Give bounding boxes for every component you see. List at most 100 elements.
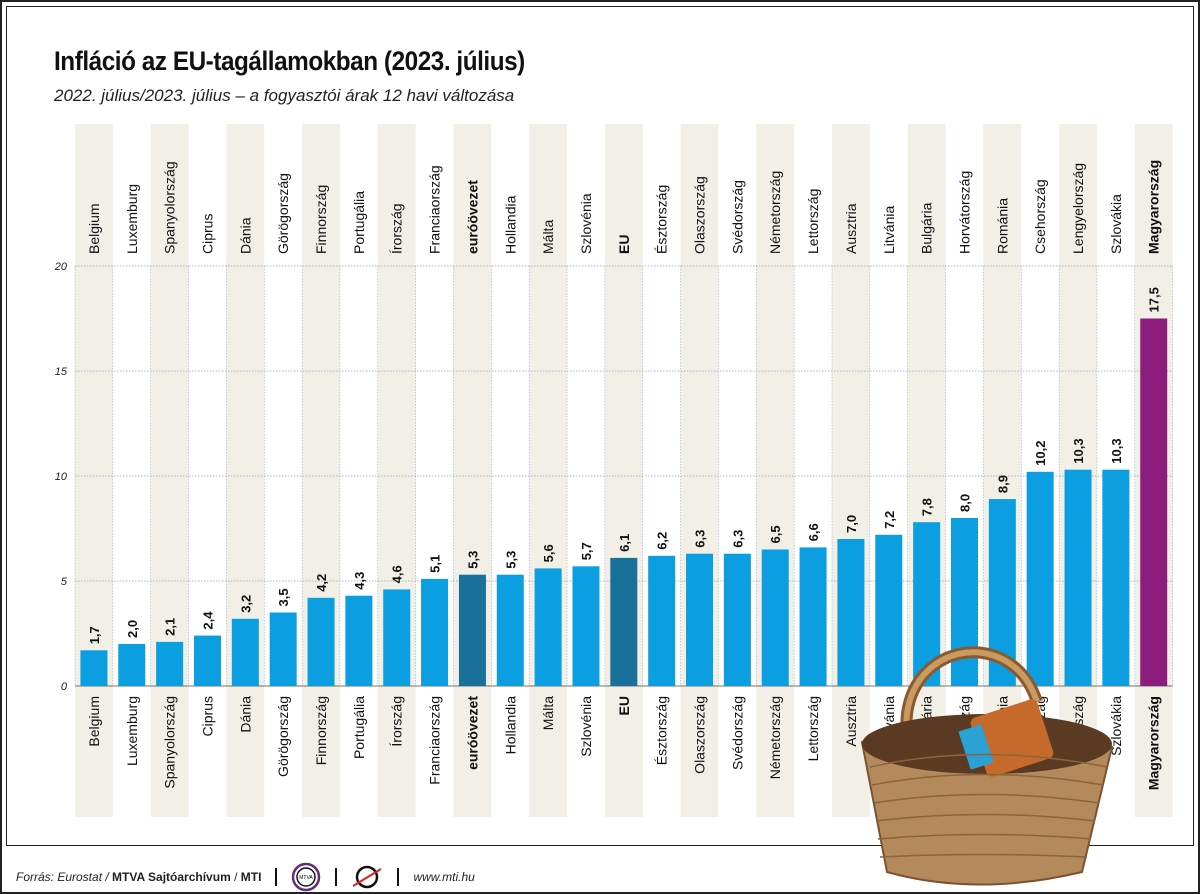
category-label-bottom: Szlovákia: [1108, 696, 1124, 756]
category-label-bottom: Lettország: [805, 696, 821, 761]
category-label-top: Bulgária: [919, 202, 935, 254]
value-label: 6,1: [617, 534, 632, 552]
bar-Olaszország: [686, 553, 714, 686]
bar-Belgium: [80, 650, 108, 686]
category-label-top: Ciprus: [199, 214, 215, 254]
category-label-top: Hollandia: [502, 195, 518, 254]
value-label: 6,2: [655, 532, 670, 550]
value-label: 5,3: [465, 551, 480, 569]
category-label-top: Csehország: [1032, 179, 1048, 254]
bar-Lettország: [799, 547, 827, 686]
basket-weave: [871, 773, 1104, 786]
category-label-bottom: euróövezet: [464, 696, 480, 770]
mti-url[interactable]: www.mti.hu: [413, 870, 475, 884]
category-label-bottom: Portugália: [351, 696, 367, 759]
category-label-bottom: Hollandia: [502, 696, 518, 755]
bar-Ausztria: [837, 539, 865, 686]
category-label-top: Luxemburg: [124, 184, 140, 254]
column-band: [680, 124, 719, 817]
source-prefix: Forrás: Eurostat /: [16, 870, 109, 884]
value-label: 4,6: [390, 565, 405, 583]
value-label: 3,2: [238, 595, 253, 613]
category-label-top: Olaszország: [692, 176, 708, 254]
category-label-bottom: Finnország: [313, 696, 329, 765]
value-label: 10,3: [1109, 438, 1124, 463]
category-label-bottom: Svédország: [729, 696, 745, 770]
divider: [275, 868, 278, 886]
category-label-bottom: Észtország: [654, 696, 670, 765]
category-label-bottom: Németország: [767, 696, 783, 779]
column-band: [150, 124, 189, 817]
category-label-bottom: Olaszország: [692, 696, 708, 774]
category-label-bottom: Dánia: [237, 696, 253, 733]
value-label: 6,5: [768, 525, 783, 543]
basket-weave: [879, 853, 1088, 858]
bar-Spanyolország: [156, 641, 184, 686]
category-label-top: Franciaország: [427, 165, 443, 254]
category-label-bottom: Magyarország: [1146, 696, 1162, 790]
category-label-bottom: Luxemburg: [124, 696, 140, 766]
category-label-top: Spanyolország: [162, 161, 178, 254]
bar-Finnország: [307, 597, 335, 686]
category-label-bottom: Spanyolország: [162, 696, 178, 789]
value-label: 7,8: [920, 498, 935, 516]
value-label: 2,4: [200, 611, 215, 630]
column-band: [226, 124, 265, 817]
bar-EU: [610, 557, 638, 686]
bar-Dánia: [231, 618, 259, 686]
value-label: 2,1: [163, 618, 178, 636]
bar-Lengyelország: [1064, 469, 1092, 686]
category-label-top: Málta: [540, 220, 556, 254]
value-label: 5,7: [579, 542, 594, 560]
y-tick-label: 0: [61, 681, 68, 693]
chart-subtitle: 2022. július/2023. július – a fogyasztói…: [54, 86, 515, 105]
bar-Málta: [534, 568, 562, 686]
source-mti: MTI: [240, 870, 262, 884]
value-label: 2,0: [125, 620, 140, 638]
category-label-top: Lengyelország: [1070, 163, 1086, 254]
category-label-bottom: Franciaország: [427, 696, 443, 785]
column-band: [983, 124, 1022, 817]
value-label: 4,2: [314, 574, 329, 592]
category-label-top: euróövezet: [464, 180, 480, 254]
value-label: 5,3: [503, 551, 518, 569]
source-sep: /: [234, 870, 238, 884]
category-label-top: Görögország: [275, 173, 291, 254]
category-label-top: Románia: [994, 198, 1010, 254]
value-label: 10,3: [1071, 438, 1086, 463]
bar-euróövezet: [458, 574, 486, 686]
bar-Franciaország: [421, 578, 449, 686]
card-icon: [958, 724, 994, 770]
value-label: 1,7: [87, 626, 102, 644]
value-label: 8,9: [995, 475, 1010, 493]
category-label-top: EU: [616, 235, 632, 254]
category-label-bottom: Málta: [540, 696, 556, 730]
category-label-top: Magyarország: [1146, 160, 1162, 254]
category-label-top: Belgium: [86, 203, 102, 254]
category-label-top: Írország: [389, 203, 405, 254]
divider: [397, 868, 400, 886]
value-label: 5,1: [428, 555, 443, 573]
value-label: 5,6: [541, 544, 556, 562]
column-band: [604, 124, 643, 817]
bar-Szlovákia: [1102, 469, 1130, 686]
category-label-top: Litvánia: [881, 206, 897, 254]
bar-Németország: [761, 549, 789, 686]
category-label-top: Finnország: [313, 185, 329, 254]
svg-text:MTVA: MTVA: [300, 875, 314, 881]
column-band: [377, 124, 416, 817]
column-band: [75, 124, 113, 817]
value-label: 6,3: [693, 530, 708, 548]
category-label-bottom: EU: [616, 696, 632, 715]
category-label-bottom: Ausztria: [843, 696, 859, 747]
value-label: 6,6: [806, 523, 821, 541]
category-label-bottom: Szlovénia: [578, 696, 594, 757]
basket-weave: [877, 833, 1092, 840]
category-label-top: Horvátország: [956, 171, 972, 254]
column-band: [529, 124, 568, 817]
category-label-bottom: Írország: [389, 696, 405, 747]
bar-Ciprus: [193, 635, 221, 686]
category-label-bottom: Belgium: [86, 696, 102, 747]
value-label: 8,0: [957, 494, 972, 512]
